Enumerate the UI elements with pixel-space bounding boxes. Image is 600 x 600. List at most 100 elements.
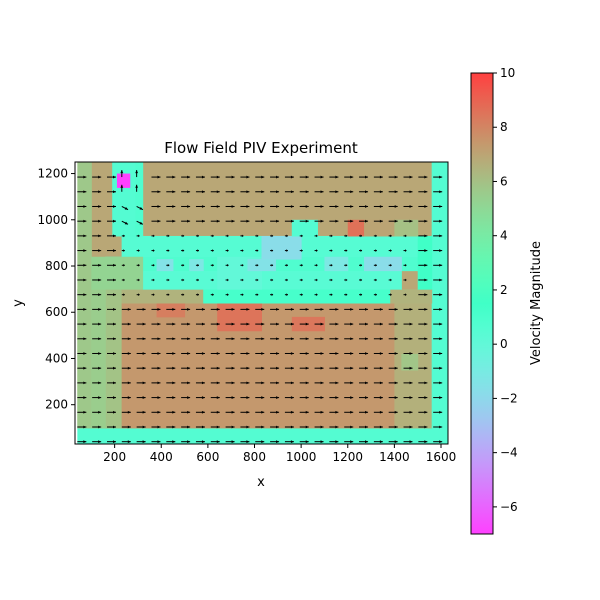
flow-arrow	[240, 322, 250, 326]
flow-arrow	[240, 307, 250, 311]
flow-arrow	[299, 381, 309, 385]
flow-arrow	[135, 170, 139, 178]
flow-arrow	[136, 307, 146, 311]
flow-arrow	[433, 425, 443, 429]
flow-arrow	[418, 352, 428, 355]
flow-arrow	[210, 190, 220, 194]
flow-arrows	[77, 170, 443, 444]
x-tick-label: 1400	[379, 450, 410, 464]
flow-arrow	[299, 440, 309, 444]
flow-arrow	[92, 352, 102, 355]
flow-arrow	[344, 278, 348, 282]
flow-arrow	[210, 278, 214, 282]
colorbar-tick-label: 0	[500, 337, 508, 351]
x-axis: 200 400 600 800 1000 1200 1400 1600	[103, 444, 456, 464]
flow-arrow	[359, 307, 369, 311]
flow-arrow	[240, 352, 250, 355]
flow-arrow	[255, 381, 265, 385]
flow-arrow	[403, 396, 413, 399]
flow-arrow	[181, 322, 191, 326]
flow-arrow	[136, 410, 146, 414]
flow-arrow	[106, 205, 116, 208]
flow-arrow	[344, 381, 354, 385]
flow-arrow	[270, 352, 280, 355]
flow-arrow	[195, 263, 199, 267]
flow-arrow	[418, 307, 428, 311]
flow-arrow	[418, 190, 428, 194]
flow-arrow	[92, 219, 102, 223]
flow-arrow	[255, 366, 265, 370]
flow-arrow	[344, 322, 354, 326]
flow-arrow	[344, 234, 348, 238]
flow-arrow	[77, 381, 87, 385]
flow-arrow	[403, 249, 407, 252]
flow-arrow	[121, 293, 125, 297]
flow-arrow	[388, 293, 392, 297]
flow-arrow	[210, 425, 220, 429]
flow-arrow	[225, 410, 235, 414]
flow-arrow	[92, 440, 102, 444]
plot-area	[77, 162, 448, 444]
heat-region	[116, 173, 131, 188]
flow-arrow	[344, 425, 354, 429]
flow-arrow	[270, 440, 280, 444]
flow-arrow	[106, 249, 116, 252]
flow-arrow	[121, 278, 125, 282]
y-tick-label: 1000	[37, 213, 68, 227]
flow-arrow	[314, 205, 324, 208]
flow-arrow	[284, 440, 294, 444]
flow-arrow	[225, 263, 229, 267]
flow-arrow	[299, 249, 303, 252]
flow-arrow	[403, 307, 413, 311]
y-axis-label: y	[11, 299, 26, 307]
flow-arrow	[299, 352, 309, 355]
flow-arrow	[240, 219, 250, 223]
flow-arrow	[255, 219, 265, 223]
flow-arrow	[359, 440, 369, 444]
flow-arrow	[195, 396, 205, 399]
flow-arrow	[240, 337, 250, 341]
flow-arrow	[195, 190, 205, 194]
heat-region	[417, 235, 433, 290]
y-tick-label: 800	[45, 259, 68, 273]
heat-region	[364, 219, 395, 237]
flow-arrow	[373, 352, 383, 355]
flow-arrow	[210, 307, 220, 311]
flow-arrow	[284, 278, 288, 282]
flow-arrow	[373, 425, 383, 429]
heat-region	[203, 289, 391, 304]
flow-arrow	[210, 352, 220, 355]
flow-arrow	[151, 337, 161, 341]
flow-arrow	[195, 440, 205, 444]
flow-arrow	[373, 175, 383, 179]
flow-arrow	[240, 234, 244, 238]
flow-arrow	[299, 219, 309, 223]
flow-arrow	[388, 234, 392, 238]
flow-arrow	[166, 307, 176, 311]
flow-arrow	[92, 234, 102, 238]
flow-arrow	[270, 425, 280, 429]
heat-region	[394, 219, 419, 237]
flow-arrow	[344, 440, 354, 444]
flow-arrow	[106, 381, 116, 385]
flow-arrow	[181, 278, 185, 282]
flow-arrow	[195, 234, 199, 238]
flow-arrow	[121, 410, 131, 414]
flow-arrow	[388, 366, 398, 370]
flow-arrow	[255, 322, 265, 326]
flow-arrow	[284, 234, 288, 238]
flow-arrow	[418, 293, 428, 297]
flow-arrow	[255, 410, 265, 414]
flow-arrow	[403, 381, 413, 385]
flow-arrow	[210, 440, 220, 444]
flow-arrow	[77, 278, 87, 282]
flow-arrow	[418, 366, 428, 370]
x-tick-label: 200	[103, 450, 126, 464]
flow-arrow	[344, 307, 354, 311]
flow-arrow	[225, 175, 235, 179]
flow-arrow	[121, 307, 131, 311]
colorbar-ticks: −6 −4 −2 0 2 4 6 8 10	[493, 66, 518, 514]
flow-arrow	[225, 352, 235, 355]
flow-arrow	[181, 219, 191, 223]
